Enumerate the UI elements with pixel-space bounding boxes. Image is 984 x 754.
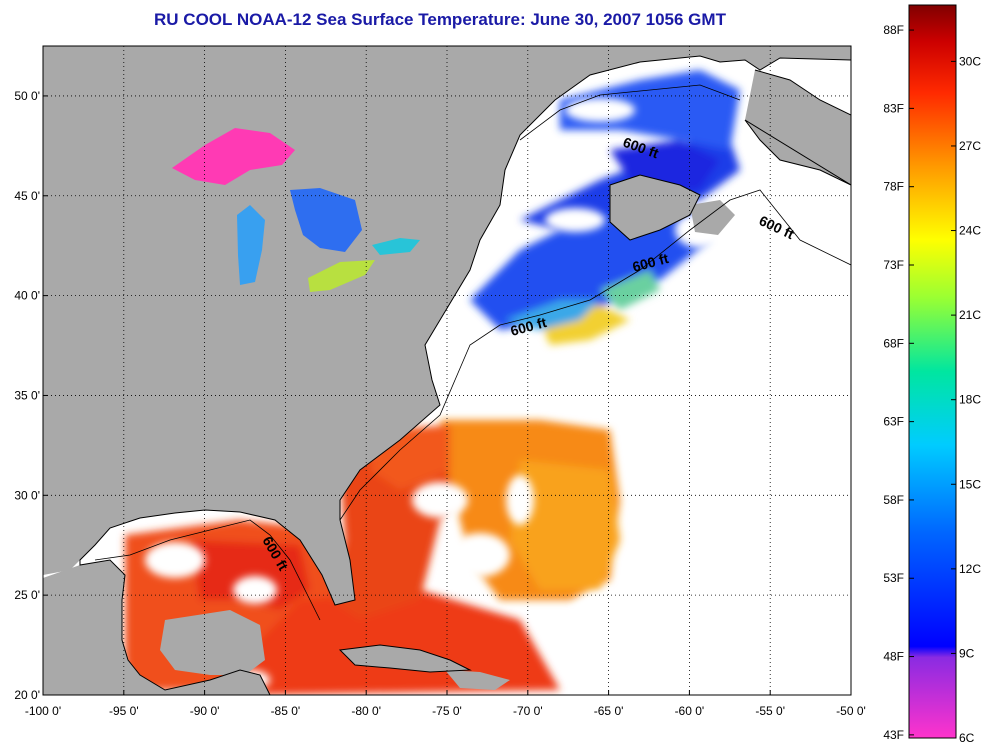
lon-tick-label: -100 0' [25,704,61,718]
great-lakes-overlay [172,128,420,292]
fahrenheit-label: 73F [883,258,904,272]
lat-tick-label: 40 0' [14,289,40,303]
newfoundland [745,70,851,185]
coastline [79,55,851,695]
longitude-axis: -100 0' -95 0' -90 0' -85 0' -80 0' -75 0' -70… [25,690,866,718]
cloud-gaps [145,475,680,690]
celsius-label: 12C [959,562,981,576]
land [43,46,851,695]
fahrenheit-label: 63F [883,415,904,429]
celsius-label: 24C [959,224,981,238]
colorbar-gradient [908,4,957,739]
fahrenheit-label: 48F [883,650,904,664]
isobath-600ft [94,84,851,621]
celsius-label: 21C [959,308,981,322]
lat-tick-label: 25 0' [14,588,40,602]
lon-tick-label: -50 0' [836,704,866,718]
lat-tick-label: 20 0' [14,688,40,702]
cape-breton [690,200,735,235]
lat-tick-label: 50 0' [14,89,40,103]
map-title: RU COOL NOAA-12 Sea Surface Temperature:… [154,10,726,29]
celsius-label: 27C [959,139,981,153]
lon-tick-label: -85 0' [271,704,301,718]
nova-scotia [610,175,700,240]
fahrenheit-label: 88F [883,23,904,37]
celsius-label: 9C [959,646,975,660]
fahrenheit-label: 53F [883,571,904,585]
yucatan-peninsula [160,610,265,675]
lat-tick-label: 35 0' [14,388,40,402]
lon-tick-label: -95 0' [109,704,139,718]
lon-tick-label: -80 0' [351,704,381,718]
celsius-label: 30C [959,54,981,68]
lon-tick-label: -55 0' [755,704,785,718]
lon-tick-label: -60 0' [675,704,705,718]
fahrenheit-label: 78F [883,180,904,194]
graticule [43,46,851,695]
colorbar-celsius-labels: 30C 27C 24C 21C 18C 15C 12C 9C 6C [951,54,981,745]
fahrenheit-label: 83F [883,101,904,115]
celsius-label: 15C [959,477,981,491]
colorbar-fahrenheit-labels: 88F 83F 78F 73F 68F 63F 58F 53F 48F 43F [883,23,914,742]
north-america-landmass [43,46,851,605]
hispaniola [445,670,510,690]
lon-tick-label: -90 0' [190,704,220,718]
cuba [340,645,470,672]
fahrenheit-label: 58F [883,493,904,507]
lat-tick-label: 45 0' [14,189,40,203]
lon-tick-label: -75 0' [432,704,462,718]
latitude-axis: 50 0' 45 0' 40 0' 35 0' 30 0' 25 0' 20 0' [14,89,48,702]
lon-tick-label: -70 0' [513,704,543,718]
mexico-landmass [43,560,270,695]
celsius-label: 18C [959,393,981,407]
lon-tick-label: -65 0' [594,704,624,718]
celsius-label: 6C [959,731,975,745]
fahrenheit-label: 68F [883,336,904,350]
fahrenheit-label: 43F [883,728,904,742]
lat-tick-label: 30 0' [14,488,40,502]
